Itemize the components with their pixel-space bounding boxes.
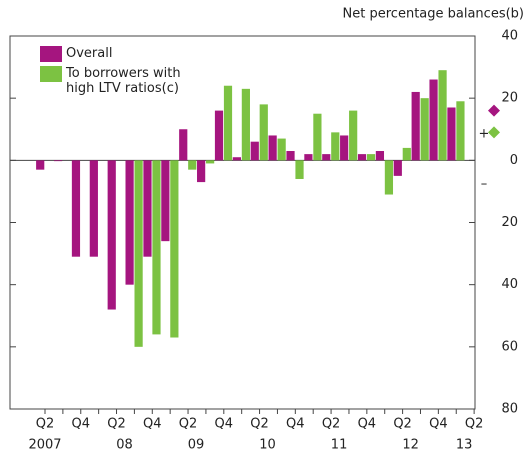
x-year-label: 09: [188, 438, 205, 453]
y-tick-label: 0: [510, 153, 518, 168]
x-tick-label: Q2: [393, 417, 412, 432]
projection-marker: [488, 104, 500, 117]
bar: [322, 154, 331, 161]
bar: [295, 160, 304, 179]
bar: [259, 104, 268, 161]
bar: [188, 160, 197, 170]
x-tick-label: Q2: [250, 417, 269, 432]
bar: [53, 160, 63, 162]
x-tick-label: Q4: [72, 417, 91, 432]
x-year-label: 12: [402, 438, 419, 453]
legend-swatch: [40, 46, 62, 62]
bar: [277, 138, 286, 161]
y-tick-label: 60: [501, 339, 518, 354]
legend-label: To borrowers with high LTV ratios(c): [66, 66, 181, 96]
bar: [197, 160, 206, 183]
bar: [125, 160, 134, 285]
bar: [447, 107, 456, 161]
x-tick-label: Q2: [36, 417, 55, 432]
bar: [250, 141, 259, 161]
bar: [340, 135, 349, 161]
bar: [331, 132, 340, 161]
legend: Overall To borrowers with high LTV ratios…: [40, 46, 186, 100]
legend-label: Overall: [66, 46, 113, 61]
y-axis-label: Net percentage balances(b): [343, 7, 524, 22]
bar: [170, 160, 179, 338]
bar: [107, 160, 116, 310]
y-tick-label: 20: [501, 91, 518, 106]
x-year-label: 08: [116, 438, 133, 453]
x-year-label: 11: [331, 438, 348, 453]
bar: [134, 160, 143, 347]
bar: [429, 79, 438, 161]
bar: [411, 91, 420, 161]
bar: [143, 160, 152, 257]
x-year-label: 13: [456, 438, 473, 453]
bar: [71, 160, 81, 257]
bar: [402, 147, 411, 161]
y-tick-label: 20: [501, 215, 518, 230]
x-tick-label: Q4: [429, 417, 448, 432]
x-tick-label: Q4: [358, 417, 377, 432]
bar: [89, 160, 98, 257]
plus-sign: +: [479, 127, 490, 142]
projection-marker: [488, 126, 500, 139]
bar: [241, 88, 250, 161]
bar: [438, 70, 447, 161]
x-tick-label: Q4: [286, 417, 305, 432]
bar: [304, 154, 313, 161]
bar: [268, 135, 277, 161]
bar: [456, 101, 465, 161]
bar: [161, 160, 170, 242]
x-tick-label: Q2: [322, 417, 341, 432]
bar: [393, 160, 402, 176]
bar: [179, 129, 188, 161]
x-tick-label: Q4: [215, 417, 234, 432]
bar: [36, 160, 45, 170]
x-tick-label: Q4: [143, 417, 162, 432]
y-tick-label: 80: [501, 402, 518, 417]
bar: [206, 160, 215, 164]
bar: [384, 160, 394, 195]
x-tick-label: Q2: [179, 417, 198, 432]
bar: [152, 160, 161, 335]
y-tick-label: 40: [501, 277, 518, 292]
bar: [420, 98, 429, 161]
x-tick-label: Q2: [465, 417, 484, 432]
bar: [357, 154, 367, 161]
legend-swatch: [40, 66, 62, 82]
bar: [214, 110, 224, 161]
legend-item: Overall: [40, 46, 186, 62]
bar: [223, 85, 233, 161]
bar: [313, 113, 322, 161]
y-tick-label: 40: [501, 29, 518, 44]
bar: [349, 110, 358, 161]
bar: [366, 154, 376, 161]
bar: [286, 151, 295, 161]
x-tick-label: Q2: [107, 417, 126, 432]
bar: [232, 157, 241, 161]
legend-item: To borrowers with high LTV ratios(c): [40, 66, 186, 96]
x-year-label: 2007: [28, 438, 61, 453]
x-year-label: 10: [259, 438, 276, 453]
minus-sign: –: [481, 177, 488, 192]
bar: [375, 151, 385, 161]
